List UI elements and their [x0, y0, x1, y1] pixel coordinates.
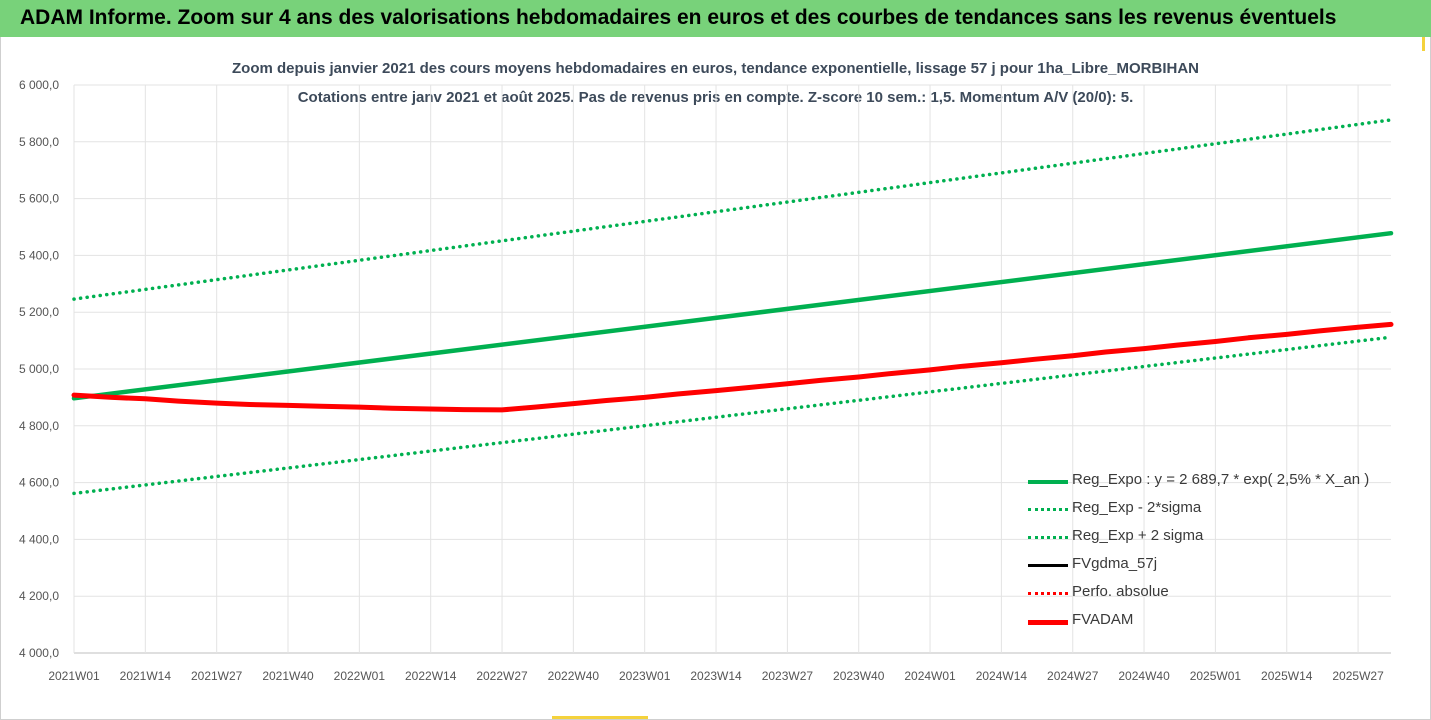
axis-labels: 4 000,0 4 200,0 4 400,0 4 600,0 4 800,0 5 000…: [19, 78, 1384, 683]
x-tick-label: 2021W27: [191, 669, 243, 683]
x-tick-label: 2022W40: [548, 669, 600, 683]
legend-label: FVgdma_57j: [1072, 555, 1158, 572]
x-tick-label: 2023W01: [619, 669, 671, 683]
series-line-fvadam: [71, 321, 1394, 413]
y-tick-label: 5 000,0: [19, 362, 59, 376]
legend-swatch: [1028, 620, 1068, 625]
legend-swatch: [1028, 508, 1068, 511]
x-tick-label: 2023W40: [833, 669, 885, 683]
y-tick-label: 4 000,0: [19, 646, 59, 660]
legend-label: FVADAM: [1072, 611, 1134, 628]
legend-swatch: [1028, 536, 1068, 539]
series-line-reg-exp-2-sigma: [72, 335, 1393, 496]
legend-swatch: [1028, 480, 1068, 484]
y-tick-label: 6 000,0: [19, 78, 59, 92]
chart-subtitle: Cotations entre janv 2021 et août 2025. …: [297, 89, 1134, 106]
x-tick-label: 2024W01: [904, 669, 956, 683]
chart-title: Zoom depuis janvier 2021 des cours moyen…: [232, 60, 1199, 77]
x-tick-label: 2022W01: [334, 669, 386, 683]
x-tick-label: 2025W01: [1190, 669, 1242, 683]
y-tick-label: 4 400,0: [19, 532, 59, 546]
legend-swatch: [1028, 592, 1068, 595]
x-tick-label: 2024W40: [1118, 669, 1170, 683]
x-tick-label: 2025W14: [1261, 669, 1313, 683]
y-tick-label: 4 600,0: [19, 476, 59, 490]
decorative-marker-bottom: [552, 716, 648, 719]
legend-label: Reg_Expo : y = 2 689,7 * exp( 2,5% * X_a…: [1072, 471, 1370, 488]
y-tick-label: 4 200,0: [19, 589, 59, 603]
y-tick-label: 4 800,0: [19, 419, 59, 433]
x-tick-label: 2024W27: [1047, 669, 1099, 683]
x-tick-label: 2022W27: [476, 669, 528, 683]
x-tick-label: 2021W14: [120, 669, 172, 683]
x-tick-label: 2021W40: [262, 669, 314, 683]
data-series: [71, 118, 1394, 496]
y-tick-label: 5 600,0: [19, 192, 59, 206]
decorative-marker-top-right: [1422, 37, 1425, 51]
x-tick-label: 2023W27: [762, 669, 814, 683]
series-line-reg-expo-y-2-689-7-exp-2-5-x-an: [71, 230, 1394, 401]
grid-lines: [73, 84, 1391, 654]
x-tick-label: 2025W27: [1332, 669, 1384, 683]
y-tick-label: 5 800,0: [19, 135, 59, 149]
y-tick-label: 5 400,0: [19, 248, 59, 262]
y-tick-label: 5 200,0: [19, 305, 59, 319]
legend-swatch: [1028, 564, 1068, 567]
banner-title: ADAM Informe. Zoom sur 4 ans des valoris…: [20, 6, 1337, 29]
series-line-reg-exp-2-sigma: [72, 118, 1393, 301]
x-tick-label: 2022W14: [405, 669, 457, 683]
title-banner: ADAM Informe. Zoom sur 4 ans des valoris…: [0, 0, 1431, 37]
legend-label: Perfo. absolue: [1072, 583, 1169, 600]
x-tick-label: 2021W01: [48, 669, 100, 683]
legend-label: Reg_Exp + 2 sigma: [1072, 527, 1204, 544]
legend-label: Reg_Exp - 2*sigma: [1072, 499, 1202, 516]
x-tick-label: 2024W14: [976, 669, 1028, 683]
x-tick-label: 2023W14: [690, 669, 742, 683]
